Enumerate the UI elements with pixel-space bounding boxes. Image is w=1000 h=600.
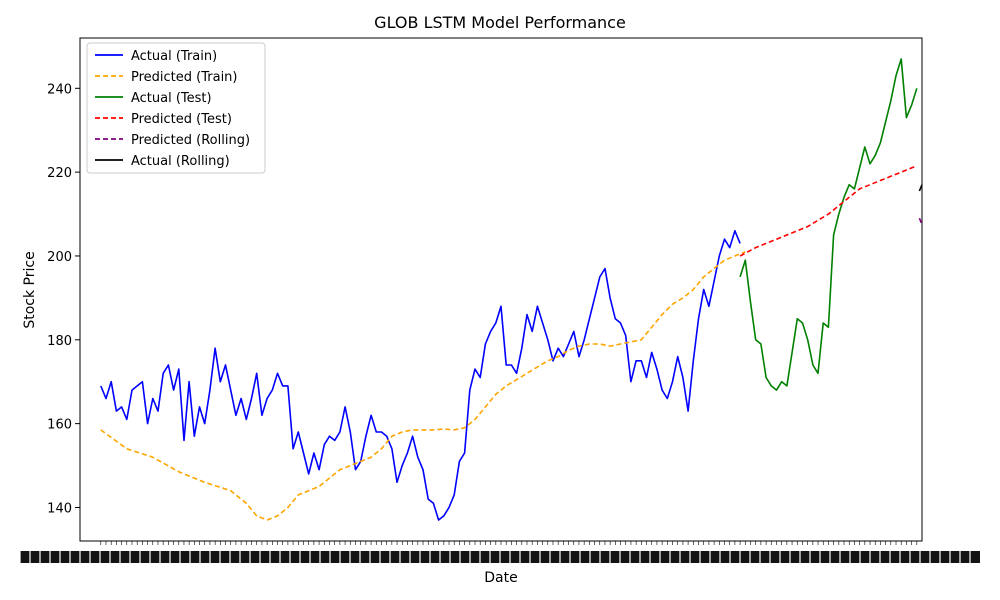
y-tick-label: 180 — [47, 334, 72, 349]
legend-label: Actual (Test) — [131, 91, 212, 106]
x-axis-label: Date — [484, 570, 517, 586]
series-line-actual-train — [100, 230, 741, 521]
series-line-predicted-rolling — [918, 217, 923, 225]
y-tick-label: 140 — [47, 501, 72, 516]
legend-box — [86, 42, 266, 174]
legend-label: Predicted (Train) — [131, 70, 238, 85]
legend-label: Predicted (Test) — [131, 112, 232, 127]
legend-label: Actual (Rolling) — [131, 154, 230, 169]
legend-label: Actual (Train) — [131, 49, 217, 64]
series-line-actual-rolling — [918, 184, 923, 192]
series-line-predicted-test — [739, 165, 918, 257]
legend: Actual (Train) Predicted (Train) Actual (T… — [86, 42, 266, 174]
series-line-actual-test — [739, 58, 918, 391]
y-tick-label: 200 — [47, 250, 72, 265]
chart-title: GLOB LSTM Model Performance — [374, 13, 626, 32]
y-axis-label: Stock Price — [22, 251, 38, 328]
series-layer — [100, 58, 923, 521]
x-axis — [19, 541, 980, 563]
legend-label: Predicted (Rolling) — [131, 133, 250, 148]
y-axis: 140 160 180 200 220 240 — [47, 82, 80, 516]
series-line-predicted-train — [100, 251, 746, 521]
y-tick-label: 160 — [47, 418, 72, 433]
y-tick-label: 240 — [47, 82, 72, 97]
y-tick-label: 220 — [47, 166, 72, 181]
